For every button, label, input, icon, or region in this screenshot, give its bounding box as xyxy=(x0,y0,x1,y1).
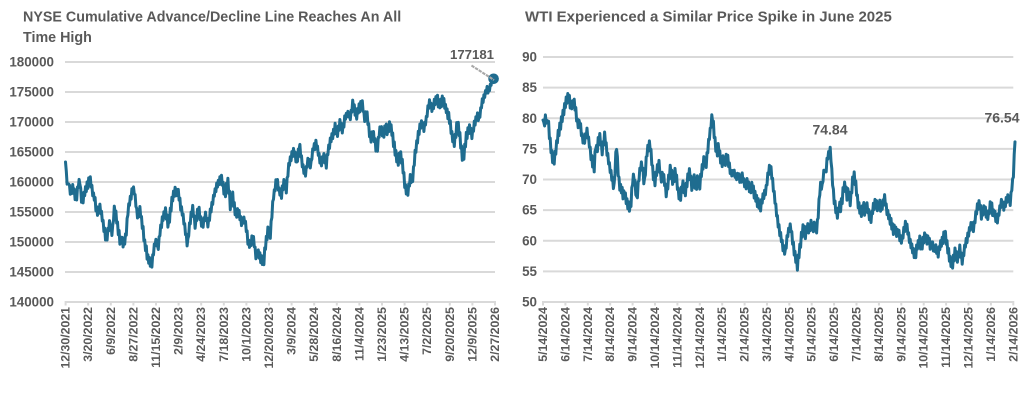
svg-text:12/20/2023: 12/20/2023 xyxy=(262,307,276,369)
svg-text:8/16/2024: 8/16/2024 xyxy=(330,307,344,362)
svg-text:150000: 150000 xyxy=(9,235,54,250)
svg-text:8/14/2025: 8/14/2025 xyxy=(872,307,886,362)
svg-text:160000: 160000 xyxy=(9,175,54,190)
svg-text:4/14/2025: 4/14/2025 xyxy=(782,307,796,362)
svg-text:4/24/2023: 4/24/2023 xyxy=(194,307,208,362)
svg-text:12/14/2024: 12/14/2024 xyxy=(693,307,707,369)
svg-text:8/27/2022: 8/27/2022 xyxy=(126,307,140,362)
svg-text:175000: 175000 xyxy=(9,85,54,100)
svg-text:3/14/2025: 3/14/2025 xyxy=(760,307,774,362)
svg-text:1/14/2026: 1/14/2026 xyxy=(984,307,998,362)
svg-text:75: 75 xyxy=(522,142,537,157)
svg-text:5/14/2024: 5/14/2024 xyxy=(536,307,550,362)
svg-text:3/9/2024: 3/9/2024 xyxy=(285,307,299,355)
svg-text:8/14/2024: 8/14/2024 xyxy=(603,307,617,362)
svg-text:12/30/2021: 12/30/2021 xyxy=(59,307,73,369)
svg-text:65: 65 xyxy=(522,203,537,218)
svg-text:5/28/2024: 5/28/2024 xyxy=(307,307,321,362)
svg-text:55: 55 xyxy=(522,264,537,279)
svg-text:7/2/2025: 7/2/2025 xyxy=(420,307,434,355)
svg-text:6/14/2025: 6/14/2025 xyxy=(827,307,841,362)
svg-text:5/14/2025: 5/14/2025 xyxy=(805,307,819,362)
svg-text:1/23/2025: 1/23/2025 xyxy=(375,307,389,362)
svg-text:6/14/2024: 6/14/2024 xyxy=(558,307,572,362)
svg-text:11/15/2022: 11/15/2022 xyxy=(149,307,163,368)
svg-text:9/14/2025: 9/14/2025 xyxy=(894,307,908,362)
svg-text:7/14/2025: 7/14/2025 xyxy=(850,307,864,362)
svg-text:145000: 145000 xyxy=(9,265,54,280)
svg-text:70: 70 xyxy=(522,172,537,187)
svg-text:140000: 140000 xyxy=(9,295,54,310)
svg-text:85: 85 xyxy=(522,80,537,95)
svg-text:12/9/2025: 12/9/2025 xyxy=(465,307,479,362)
svg-text:170000: 170000 xyxy=(9,115,54,130)
svg-text:50: 50 xyxy=(522,295,537,310)
svg-text:2/14/2026: 2/14/2026 xyxy=(1006,307,1020,362)
svg-text:2/14/2025: 2/14/2025 xyxy=(738,307,752,362)
svg-text:165000: 165000 xyxy=(9,145,54,160)
svg-text:NYSE Cumulative Advance/Declin: NYSE Cumulative Advance/Decline Line Rea… xyxy=(23,10,401,26)
svg-text:6/9/2022: 6/9/2022 xyxy=(104,307,118,355)
svg-text:155000: 155000 xyxy=(9,205,54,220)
svg-text:4/13/2025: 4/13/2025 xyxy=(398,307,412,362)
svg-text:90: 90 xyxy=(522,50,537,65)
svg-text:9/14/2024: 9/14/2024 xyxy=(626,307,640,362)
svg-text:7/18/2023: 7/18/2023 xyxy=(217,307,231,362)
svg-text:3/20/2022: 3/20/2022 xyxy=(81,307,95,362)
svg-text:9/20/2025: 9/20/2025 xyxy=(443,307,457,362)
svg-text:7/14/2024: 7/14/2024 xyxy=(581,307,595,362)
svg-text:2/9/2023: 2/9/2023 xyxy=(172,307,186,355)
svg-text:74.84: 74.84 xyxy=(812,122,847,138)
svg-text:WTI Experienced a Similar Pric: WTI Experienced a Similar Price Spike in… xyxy=(525,9,892,26)
svg-text:2/27/2026: 2/27/2026 xyxy=(488,307,502,362)
svg-text:1/14/2025: 1/14/2025 xyxy=(715,307,729,362)
svg-text:76.54: 76.54 xyxy=(984,110,1019,126)
svg-text:177181: 177181 xyxy=(450,47,494,62)
svg-text:12/14/2025: 12/14/2025 xyxy=(962,307,976,369)
svg-text:11/14/2025: 11/14/2025 xyxy=(939,307,953,368)
svg-text:80: 80 xyxy=(522,111,537,126)
svg-text:10/1/2023: 10/1/2023 xyxy=(239,307,253,362)
svg-text:10/14/2025: 10/14/2025 xyxy=(917,307,931,369)
svg-text:180000: 180000 xyxy=(9,55,54,70)
svg-text:11/4/2024: 11/4/2024 xyxy=(352,307,366,361)
svg-text:60: 60 xyxy=(522,233,537,248)
svg-text:11/14/2024: 11/14/2024 xyxy=(670,307,684,368)
svg-text:Time High: Time High xyxy=(23,30,92,46)
svg-text:10/14/2024: 10/14/2024 xyxy=(648,307,662,369)
